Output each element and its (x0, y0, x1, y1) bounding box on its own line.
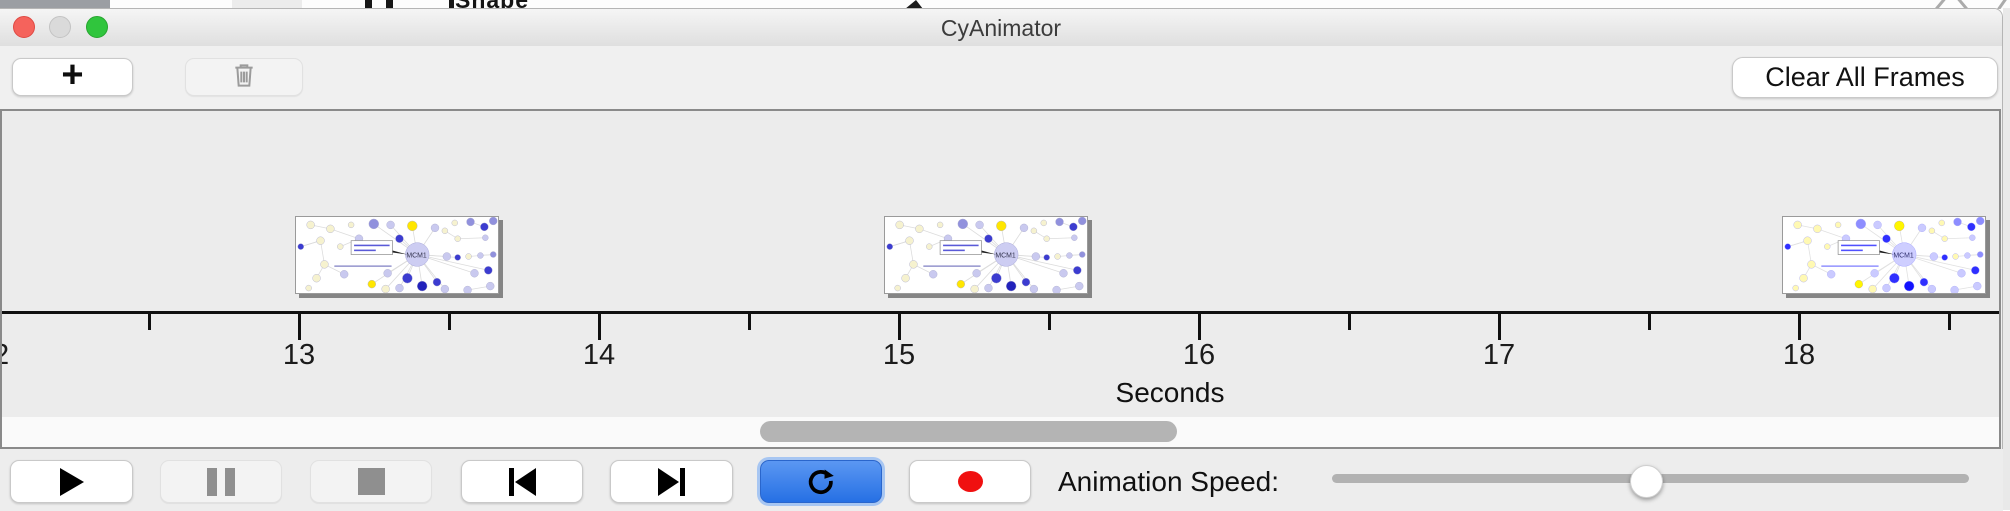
tick-label-partial: 2 (2, 339, 23, 372)
major-tick (1798, 314, 1801, 340)
hub-node-label: MCM1 (406, 252, 426, 259)
tick-label: 17 (1482, 339, 1516, 371)
timeline-axis (2, 311, 1999, 314)
tick-label: 16 (1182, 339, 1216, 371)
skip-to-start-button[interactable] (461, 460, 583, 503)
minor-tick (448, 314, 451, 330)
pause-icon (207, 467, 235, 496)
minimize-button[interactable] (49, 16, 71, 38)
skip-to-end-button[interactable] (610, 460, 733, 503)
hub-node-label: MCM1 (1893, 252, 1913, 259)
zoom-button[interactable] (86, 16, 108, 38)
background-right-gutter (2003, 8, 2010, 510)
delete-frame-button[interactable] (185, 58, 303, 96)
hub-node-label: MCM1 (995, 252, 1015, 259)
minor-tick (748, 314, 751, 330)
tick-label: 18 (1782, 339, 1816, 371)
background-shape-label: Shape (455, 0, 529, 9)
minor-tick (1048, 314, 1051, 330)
skip-to-end-icon (658, 467, 685, 496)
background-fragment (232, 0, 302, 9)
major-tick (598, 314, 601, 340)
keyframe-thumbnail[interactable]: MCM1 (1782, 216, 1986, 294)
major-tick (298, 314, 301, 340)
play-button[interactable] (10, 460, 133, 503)
background-fragment (0, 0, 110, 9)
title-bar[interactable]: CyAnimator (0, 9, 2002, 46)
tick-label: 13 (282, 339, 316, 371)
minor-tick (148, 314, 151, 330)
skip-to-start-icon (508, 467, 536, 496)
loop-icon (805, 466, 837, 498)
major-tick (1498, 314, 1501, 340)
play-icon (59, 467, 84, 496)
keyframe-thumbnail[interactable]: MCM1 (295, 216, 499, 294)
keyframe-thumbnail[interactable]: MCM1 (884, 216, 1088, 294)
toolbar: + Clear All Frames (0, 46, 2002, 109)
background-cursor-fragment (905, 0, 923, 9)
cyanimator-window: CyAnimator + Clear All Frames MCM1 MCM1 MC… (0, 8, 2003, 511)
clear-all-frames-button[interactable]: Clear All Frames (1732, 57, 1998, 98)
tick-label: 14 (582, 339, 616, 371)
background-glyph-fragment (365, 0, 372, 9)
trash-icon (228, 59, 260, 96)
record-icon (957, 471, 983, 492)
add-frame-button[interactable]: + (12, 54, 133, 96)
minor-tick (1348, 314, 1351, 330)
playback-control-bar: Animation Speed: (0, 449, 2003, 511)
loop-button[interactable] (760, 460, 882, 503)
stop-button[interactable] (310, 460, 432, 503)
timeline-scrollbar-thumb[interactable] (760, 421, 1177, 442)
major-tick (1198, 314, 1201, 340)
window-title: CyAnimator (940, 15, 1062, 41)
background-window-strip: Shape (0, 0, 2010, 9)
timeline-scrollbar-track[interactable] (2, 417, 1999, 447)
minor-tick (1648, 314, 1651, 330)
background-glyph-fragment (386, 0, 393, 9)
record-button[interactable] (909, 460, 1031, 503)
plus-icon: + (61, 54, 84, 96)
pause-button[interactable] (160, 460, 282, 503)
background-glyph-fragment (449, 0, 454, 9)
tick-label: 15 (882, 339, 916, 371)
major-tick (898, 314, 901, 340)
animation-speed-slider-thumb[interactable] (1630, 465, 1663, 498)
timeline-panel[interactable]: MCM1 MCM1 MCM1 13 14 15 16 17 18 2 Seconds (0, 109, 2001, 449)
stop-icon (357, 468, 385, 495)
close-button[interactable] (13, 16, 35, 38)
animation-speed-label: Animation Speed: (1058, 466, 1280, 497)
timeline-unit-label: Seconds (1115, 377, 1225, 408)
minor-tick (1948, 314, 1951, 330)
